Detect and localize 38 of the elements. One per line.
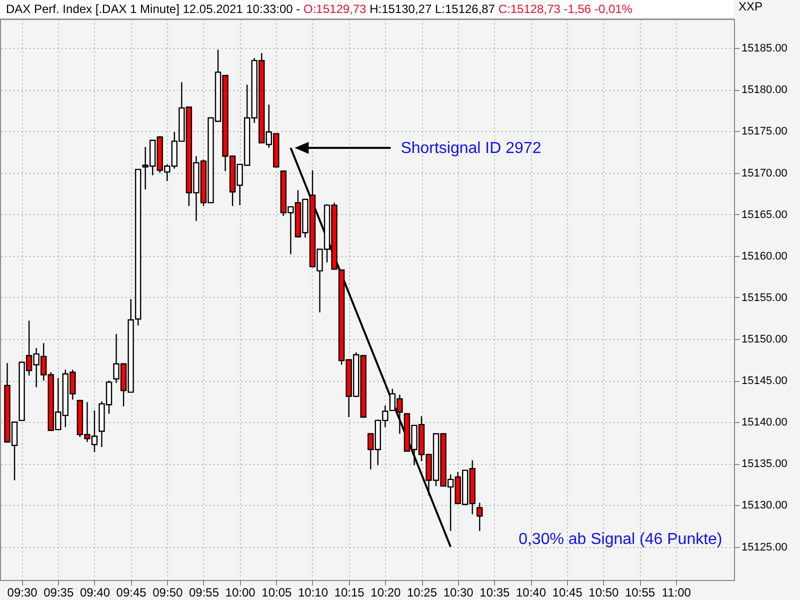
x-tick-label: 10:10 <box>298 586 328 600</box>
y-tick-label: 15145.00 <box>742 375 788 388</box>
x-tick-label: 10:55 <box>625 586 656 600</box>
x-tick-label: 10:50 <box>588 586 620 600</box>
y-tick-label: 15185.00 <box>742 42 788 55</box>
x-tick-label: 11:00 <box>662 586 692 600</box>
annotation: 0,30% ab Signal (46 Punkte) <box>518 530 722 548</box>
x-tick-label: 10:40 <box>516 586 546 600</box>
x-tick-label: 10:25 <box>406 586 438 600</box>
y-tick-label: 15180.00 <box>742 84 788 96</box>
chart-title: DAX Perf. Index [.DAX 1 Minute] 12.05.2021 10:33:00 - <box>6 2 302 16</box>
y-tick-label: 15175.00 <box>742 126 788 138</box>
x-tick-label: 10:30 <box>443 586 474 600</box>
y-tick-label: 15160.00 <box>742 250 788 262</box>
x-tick-label: 10:20 <box>370 586 402 600</box>
y-tick-label: 15165.00 <box>742 208 788 221</box>
y-tick-label: 15150.00 <box>742 333 788 346</box>
x-tick-label: 10:45 <box>552 586 583 600</box>
x-tick-label: 10:05 <box>262 586 292 600</box>
y-tick-label: 15135.00 <box>742 458 788 470</box>
x-tick-label: 09:40 <box>80 586 110 600</box>
x-tick-label: 09:50 <box>152 586 183 600</box>
y-tick-label: 15125.00 <box>742 541 788 554</box>
y-tick-label: 15130.00 <box>742 500 788 512</box>
candlestick <box>476 502 483 532</box>
x-tick-label: 09:35 <box>44 586 74 600</box>
x-tick-label: 09:45 <box>116 586 147 600</box>
y-tick-label: 15140.00 <box>742 416 788 429</box>
x-tick-label: 10:00 <box>225 586 256 600</box>
x-tick-label: 09:55 <box>188 586 220 600</box>
y-axis-title: XXP <box>738 0 763 14</box>
chart-subtitle: O:15129,73 H:15130,27 L:15126,87 C:15128,73 -1,56 -0,01% <box>304 2 632 16</box>
y-tick-label: 15170.00 <box>742 167 788 180</box>
x-tick-label: 10:15 <box>334 586 365 600</box>
y-tick-label: 15155.00 <box>742 292 788 304</box>
x-tick-label: 09:30 <box>7 586 38 600</box>
x-tick-label: 10:35 <box>480 586 510 600</box>
annotation: Shortsignal ID 2972 <box>400 140 542 157</box>
